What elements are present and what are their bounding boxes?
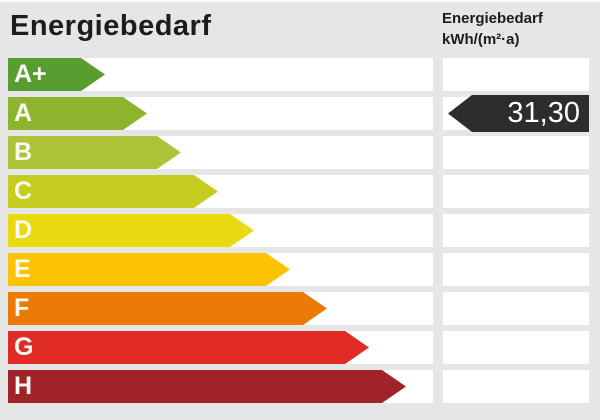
rating-bar-d: D bbox=[8, 214, 254, 247]
unit-label-line2: kWh/(m²·a) bbox=[442, 31, 520, 48]
unit-label-line1: Energiebedarf bbox=[442, 10, 543, 27]
rating-bar-c: C bbox=[8, 175, 218, 208]
rating-bar-a: A bbox=[8, 97, 147, 130]
rating-bar-f: F bbox=[8, 292, 327, 325]
rating-bar-g: G bbox=[8, 331, 369, 364]
row-stripe-right bbox=[443, 253, 589, 286]
rating-bar-h: H bbox=[8, 370, 406, 403]
row-stripe-right bbox=[443, 214, 589, 247]
top-edge-highlight bbox=[0, 0, 600, 2]
row-stripe-right bbox=[443, 331, 589, 364]
rating-bar-a-plus: A+ bbox=[8, 58, 105, 91]
value-marker-arrow: 31,30 bbox=[448, 95, 589, 132]
rating-bar-e: E bbox=[8, 253, 290, 286]
row-stripe-right bbox=[443, 370, 589, 403]
row-stripe-right bbox=[443, 58, 589, 91]
row-stripe-right bbox=[443, 136, 589, 169]
row-stripe-right bbox=[443, 175, 589, 208]
unit-label: Energiebedarf kWh/(m²·a) bbox=[442, 8, 543, 50]
row-stripe-right bbox=[443, 292, 589, 325]
rating-bar-b: B bbox=[8, 136, 181, 169]
page-title: Energiebedarf bbox=[10, 10, 212, 42]
